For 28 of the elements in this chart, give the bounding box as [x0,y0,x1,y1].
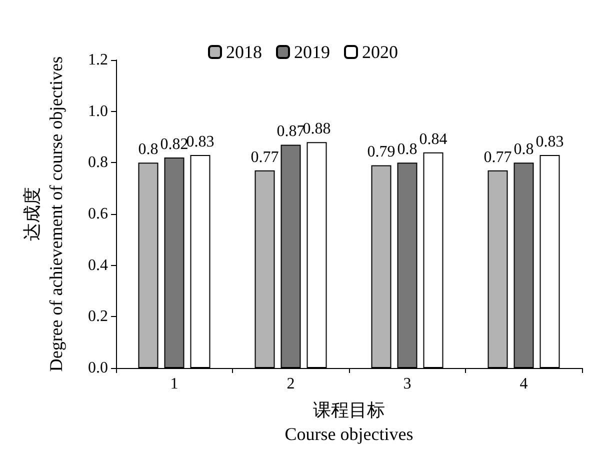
x-tick-label: 3 [403,376,412,392]
data-label: 0.88 [302,120,331,138]
y-axis-title: 达成度 Degree of achievement of course objectives [22,56,66,372]
legend-label: 2019 [294,42,330,62]
data-label: 0.83 [186,133,214,150]
data-label: 0.84 [419,130,448,148]
x-tick-label: 4 [520,376,528,392]
y-tick-label: 1.2 [88,52,108,68]
y-tick-label: 0.4 [88,256,108,274]
y-tick-label: 0.2 [88,308,108,326]
legend-label: 2020 [362,42,398,62]
y-tick-label: 0.6 [88,206,108,222]
data-label: 0.8 [397,141,418,158]
data-label: 0.83 [536,133,564,150]
x-tick-label: 2 [286,376,295,392]
y-tick-label: 0.8 [88,154,108,172]
x-tick-label: 1 [170,376,178,392]
data-label: 0.82 [160,136,188,154]
legend-label: 2018 [226,42,262,62]
y-tick-label: 1.0 [88,102,108,120]
x-axis-title: 课程目标 Course objectives [284,400,414,444]
data-label: 0.77 [484,148,512,166]
data-label: 0.79 [367,144,396,161]
data-label: 0.8 [514,141,534,158]
data-label: 0.77 [250,148,279,166]
data-label: 0.87 [276,123,305,140]
data-label: 0.8 [138,141,158,158]
y-tick-label: 0.0 [88,360,108,376]
